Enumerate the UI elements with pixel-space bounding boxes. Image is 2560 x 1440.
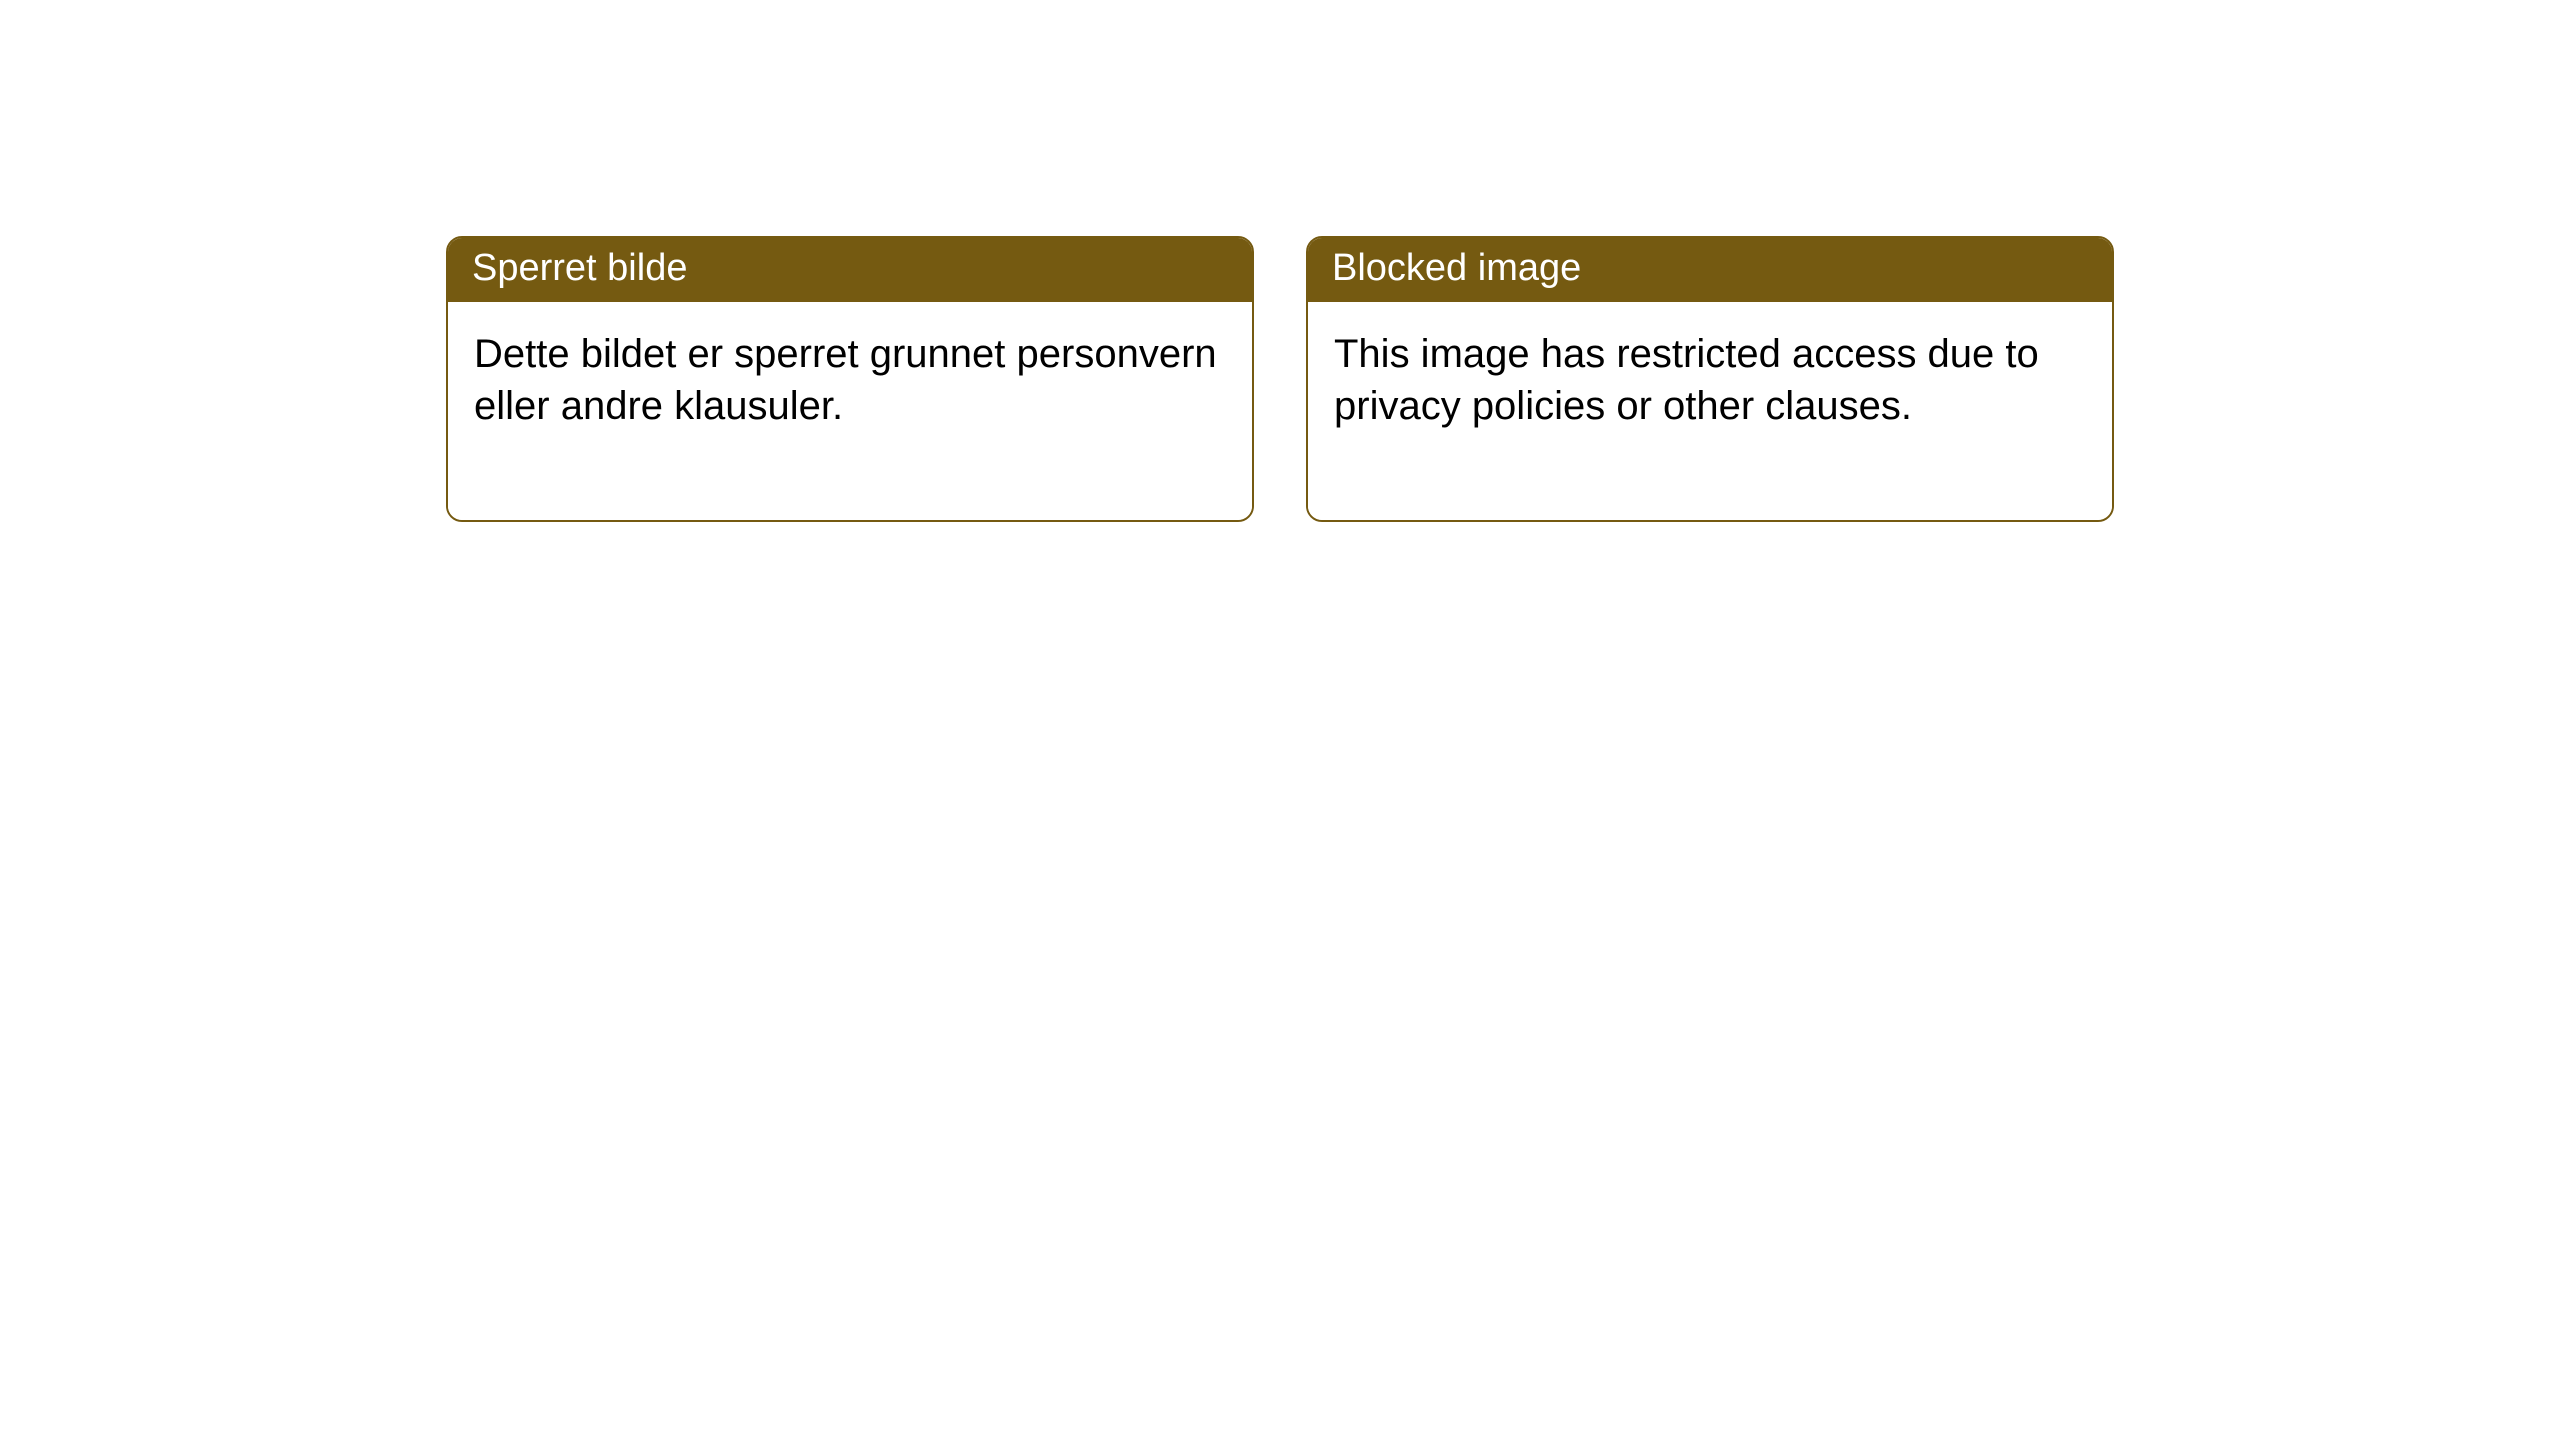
- notice-card-en: Blocked image This image has restricted …: [1306, 236, 2114, 522]
- notice-card-title-en: Blocked image: [1308, 238, 2112, 302]
- notice-card-body-no: Dette bildet er sperret grunnet personve…: [448, 302, 1252, 520]
- cards-container: Sperret bilde Dette bildet er sperret gr…: [0, 0, 2560, 522]
- notice-card-body-en: This image has restricted access due to …: [1308, 302, 2112, 520]
- notice-card-no: Sperret bilde Dette bildet er sperret gr…: [446, 236, 1254, 522]
- notice-card-title-no: Sperret bilde: [448, 238, 1252, 302]
